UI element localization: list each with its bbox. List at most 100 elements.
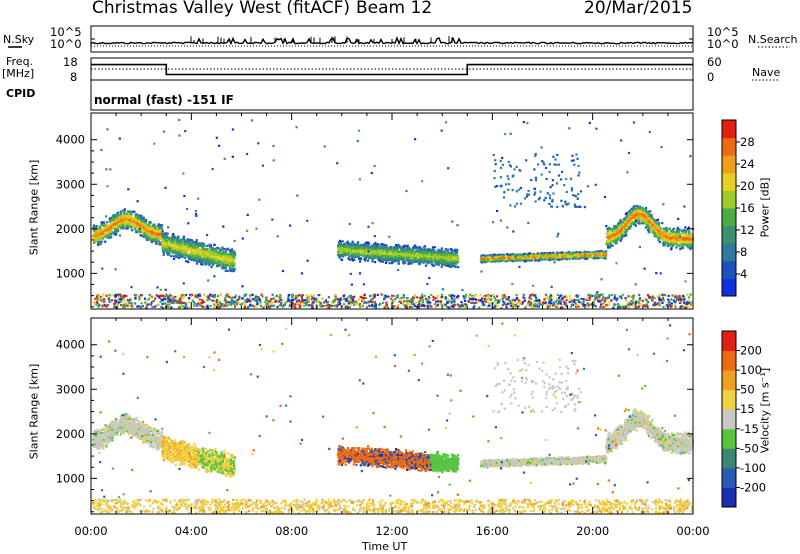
data-cell xyxy=(200,244,204,248)
data-cell xyxy=(676,226,679,229)
data-cell xyxy=(216,255,219,259)
data-cell xyxy=(171,244,174,247)
data-cell xyxy=(196,254,199,257)
data-cell xyxy=(111,218,114,222)
data-cell xyxy=(172,232,175,236)
data-cell xyxy=(231,264,234,268)
freq-label-1: Freq. xyxy=(6,56,33,67)
data-cell xyxy=(139,219,143,222)
data-cell xyxy=(210,256,214,259)
data-cell xyxy=(210,250,213,254)
data-cell xyxy=(120,226,123,229)
data-cell xyxy=(107,231,110,234)
data-cell xyxy=(361,247,364,250)
noise-right-tick-top: 10^5 xyxy=(707,26,739,39)
data-cell xyxy=(672,227,675,230)
data-cell xyxy=(152,235,156,238)
data-cell xyxy=(158,243,161,246)
data-cell xyxy=(104,229,107,232)
data-cell xyxy=(377,258,380,261)
data-cell xyxy=(93,239,96,242)
data-cell xyxy=(106,220,109,224)
data-cell xyxy=(100,234,103,238)
data-cell xyxy=(142,217,145,220)
data-cell xyxy=(146,228,149,231)
data-cell xyxy=(193,252,196,255)
data-cell xyxy=(172,257,176,261)
data-cell xyxy=(139,230,142,233)
data-cell xyxy=(106,226,109,229)
data-cell xyxy=(351,240,354,243)
data-cell xyxy=(344,252,347,256)
data-cell xyxy=(195,262,199,265)
data-cell xyxy=(127,213,130,216)
data-cell xyxy=(421,247,424,250)
data-cell xyxy=(379,250,382,253)
data-cell xyxy=(427,248,430,251)
data-cell xyxy=(175,243,178,246)
data-cell xyxy=(124,223,127,226)
data-cell xyxy=(202,259,205,262)
data-cell xyxy=(198,242,201,245)
data-cell xyxy=(149,230,152,233)
data-cell xyxy=(198,244,202,247)
data-cell xyxy=(104,226,108,229)
data-cell xyxy=(367,247,370,250)
data-cell xyxy=(148,221,151,224)
data-cell xyxy=(383,250,386,253)
data-cell xyxy=(129,220,132,223)
data-cell xyxy=(109,234,112,237)
data-cell xyxy=(172,255,175,258)
data-cell xyxy=(145,235,148,238)
data-cell xyxy=(102,231,105,234)
data-cell xyxy=(440,249,443,252)
data-cell xyxy=(128,219,132,222)
data-cell xyxy=(176,248,179,251)
data-cell xyxy=(142,234,145,237)
data-cell xyxy=(419,250,422,253)
data-cell xyxy=(418,259,421,262)
data-cell xyxy=(225,248,228,251)
data-cell xyxy=(114,233,117,236)
data-cell xyxy=(400,253,403,257)
data-cell xyxy=(109,217,112,220)
data-cell xyxy=(123,210,126,213)
data-cell xyxy=(146,226,149,229)
data-cell xyxy=(113,223,116,226)
data-cell xyxy=(370,250,373,253)
data-cell xyxy=(114,219,117,222)
data-cell xyxy=(379,260,382,263)
data-cell xyxy=(382,259,385,262)
data-cell xyxy=(371,260,374,263)
data-cell xyxy=(157,223,160,226)
data-cell xyxy=(144,230,147,233)
data-cell xyxy=(112,214,115,217)
data-cell xyxy=(142,218,145,221)
data-cell xyxy=(188,255,191,258)
data-cell xyxy=(121,223,124,227)
data-cell xyxy=(192,245,195,248)
data-cell xyxy=(389,252,392,255)
data-cell xyxy=(351,255,354,258)
data-cell xyxy=(156,239,159,242)
data-cell xyxy=(152,239,155,242)
data-cell xyxy=(118,221,121,224)
data-cell xyxy=(181,255,184,258)
data-cell xyxy=(226,253,229,256)
data-cell xyxy=(348,248,351,251)
data-cell xyxy=(422,258,425,261)
data-cell xyxy=(150,227,153,230)
data-cell xyxy=(137,221,140,224)
data-cell xyxy=(385,250,388,253)
data-cell xyxy=(340,244,343,247)
data-cell xyxy=(340,258,343,261)
data-cell xyxy=(170,255,173,258)
data-cell xyxy=(143,232,146,235)
data-cell xyxy=(92,235,95,238)
data-cell xyxy=(445,253,448,256)
data-cell xyxy=(107,228,110,231)
data-cell xyxy=(196,246,200,249)
data-cell xyxy=(108,223,111,226)
data-cell xyxy=(609,242,612,245)
data-cell xyxy=(377,250,380,254)
